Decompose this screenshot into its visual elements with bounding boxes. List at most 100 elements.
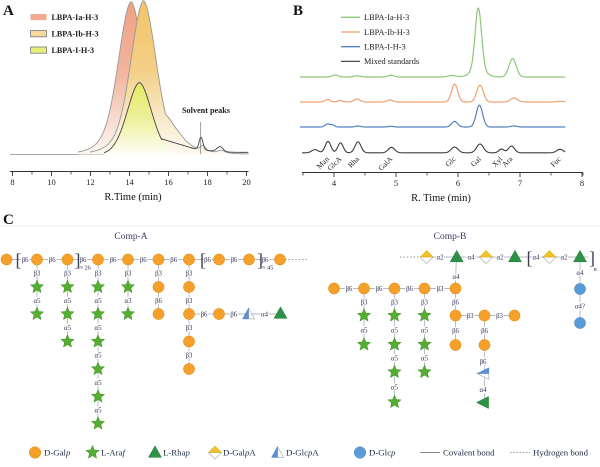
svg-text:20: 20 (242, 177, 251, 187)
svg-text:R. Time (min): R. Time (min) (411, 193, 471, 204)
svg-text:β6: β6 (480, 359, 487, 366)
svg-text:β6: β6 (155, 298, 162, 305)
svg-text:β3: β3 (95, 271, 102, 278)
svg-text:β6: β6 (204, 257, 211, 264)
svg-text:5: 5 (394, 178, 398, 188)
svg-text:LBPA-I-H-3: LBPA-I-H-3 (364, 43, 406, 52)
svg-text:β6: β6 (406, 286, 413, 293)
svg-text:D-GlcpA: D-GlcpA (286, 448, 319, 458)
svg-text:α4?: α4? (575, 303, 585, 310)
svg-text:α4: α4 (480, 387, 488, 394)
svg-text:β3: β3 (186, 325, 193, 332)
svg-text:12: 12 (86, 177, 95, 187)
svg-text:β3: β3 (437, 286, 444, 293)
svg-text:α5: α5 (95, 325, 103, 332)
svg-text:β6: β6 (22, 257, 29, 264)
svg-text:β3: β3 (467, 313, 474, 320)
svg-text:β6: β6 (376, 286, 383, 293)
svg-text:α5: α5 (421, 356, 429, 363)
svg-text:β6: β6 (140, 257, 147, 264)
svg-text:Comp-B: Comp-B (434, 232, 467, 242)
svg-text:α2: α2 (561, 254, 569, 261)
svg-text:α2: α2 (437, 254, 445, 261)
svg-text:α3: α3 (125, 298, 133, 305)
svg-text:]: ] (589, 248, 595, 268)
svg-text:α5: α5 (391, 327, 399, 334)
svg-text:β3: β3 (186, 271, 193, 278)
svg-text:α5: α5 (64, 325, 72, 332)
svg-text:α5: α5 (361, 327, 369, 334)
svg-text:L-Araf: L-Araf (101, 448, 127, 458)
svg-text:β3: β3 (34, 271, 41, 278)
svg-text:[: [ (527, 248, 533, 268)
svg-text:β6: β6 (201, 311, 208, 318)
svg-text:Comp-A: Comp-A (114, 232, 147, 242)
svg-text:α4: α4 (453, 274, 461, 281)
svg-text:LBPA-I-H-3: LBPA-I-H-3 (52, 46, 95, 55)
svg-text:β6: β6 (452, 328, 459, 335)
svg-text:8: 8 (580, 178, 584, 188)
svg-text:β3: β3 (361, 299, 368, 306)
svg-text:B: B (293, 3, 303, 19)
svg-text:18: 18 (203, 177, 212, 187)
svg-text:β3: β3 (186, 298, 193, 305)
svg-text:Hydrogen bond: Hydrogen bond (533, 448, 589, 458)
svg-text:Mixed standards: Mixed standards (364, 57, 419, 66)
svg-text:4: 4 (332, 178, 337, 188)
svg-text:≈ 45: ≈ 45 (262, 265, 273, 272)
svg-text:β3: β3 (391, 299, 398, 306)
svg-text:α2: α2 (497, 254, 505, 261)
svg-text:α5: α5 (64, 298, 72, 305)
svg-text:β3: β3 (125, 271, 132, 278)
svg-text:16: 16 (164, 177, 173, 187)
svg-text:α5: α5 (95, 407, 103, 414)
svg-text:β6: β6 (452, 299, 459, 306)
svg-text:C: C (3, 212, 14, 228)
svg-text:LBPA-Ib-H-3: LBPA-Ib-H-3 (364, 28, 410, 37)
svg-text:α4: α4 (261, 311, 269, 318)
svg-text:6: 6 (456, 178, 460, 188)
svg-text:]: ] (75, 250, 81, 270)
svg-text:D-GalpA: D-GalpA (223, 448, 256, 458)
svg-text:β3: β3 (421, 299, 428, 306)
svg-text:α5: α5 (421, 327, 429, 334)
svg-text:β6: β6 (231, 257, 238, 264)
svg-text:A: A (3, 3, 14, 19)
svg-text:β3: β3 (64, 271, 71, 278)
svg-text:α5: α5 (95, 380, 103, 387)
svg-text:α5: α5 (95, 353, 103, 360)
svg-text:[: [ (16, 250, 22, 270)
svg-text:LBPA-Ia-H-3: LBPA-Ia-H-3 (364, 13, 409, 22)
svg-text:β6: β6 (170, 257, 177, 264)
svg-text:8: 8 (10, 177, 14, 187)
svg-text:10: 10 (47, 177, 56, 187)
svg-text:β3: β3 (155, 271, 162, 278)
svg-text:]: ] (257, 250, 263, 270)
svg-text:R.Time (min): R.Time (min) (104, 192, 162, 203)
svg-text:α4: α4 (468, 254, 476, 261)
svg-text:[: [ (200, 250, 206, 270)
svg-text:β6: β6 (481, 328, 488, 335)
svg-text:α4: α4 (533, 254, 541, 261)
svg-text:Covalent bond: Covalent bond (443, 448, 495, 458)
svg-text:D-Galp: D-Galp (44, 448, 71, 458)
svg-text:n: n (594, 266, 598, 273)
svg-text:β3: β3 (496, 313, 503, 320)
svg-text:LBPA-Ib-H-3: LBPA-Ib-H-3 (52, 30, 99, 39)
svg-text:β3: β3 (186, 353, 193, 360)
svg-text:β6: β6 (346, 286, 353, 293)
svg-text:Solvent peaks: Solvent peaks (182, 106, 230, 115)
svg-text:β6: β6 (49, 257, 56, 264)
svg-text:β6: β6 (230, 311, 237, 318)
svg-text:α5: α5 (34, 298, 42, 305)
svg-text:7: 7 (518, 178, 522, 188)
svg-text:LBPA-Ia-H-3: LBPA-Ia-H-3 (52, 13, 99, 22)
svg-text:β6: β6 (80, 257, 87, 264)
svg-text:14: 14 (125, 177, 134, 187)
svg-text:≈ 26: ≈ 26 (80, 265, 91, 272)
svg-text:β6: β6 (262, 257, 269, 264)
svg-text:α5: α5 (391, 384, 399, 391)
svg-text:α5: α5 (95, 298, 103, 305)
svg-text:α5: α5 (391, 356, 399, 363)
svg-text:α4: α4 (577, 270, 585, 277)
